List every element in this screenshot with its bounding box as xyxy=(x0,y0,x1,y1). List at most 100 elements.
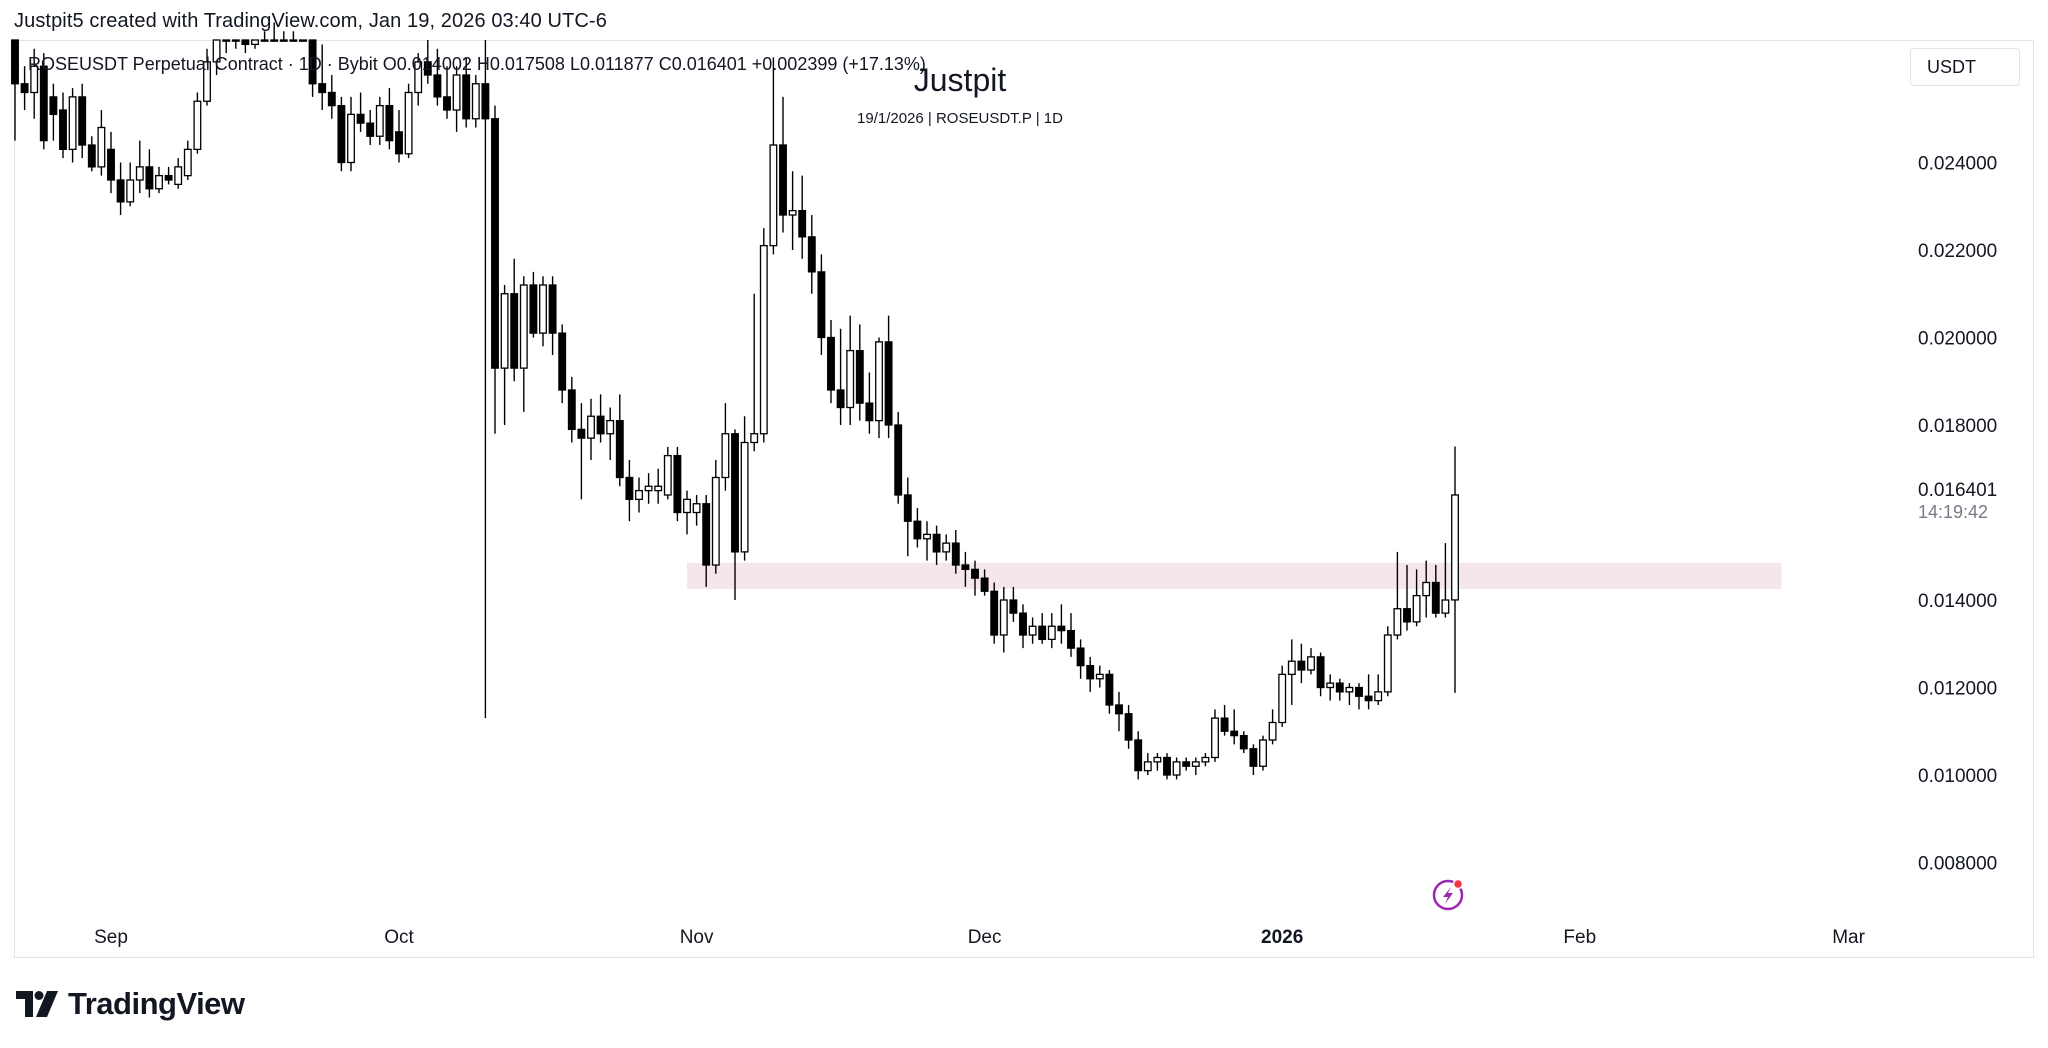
candle-body xyxy=(548,284,557,334)
candle-body xyxy=(1441,599,1450,614)
candle-body xyxy=(49,96,58,116)
candle xyxy=(923,521,931,561)
candle-body xyxy=(1393,608,1402,636)
candle-body xyxy=(884,341,893,426)
candle-body xyxy=(1451,494,1459,601)
candle xyxy=(135,140,144,194)
candle-body xyxy=(251,39,259,46)
candle xyxy=(731,429,739,600)
candle-body xyxy=(596,415,605,435)
candle-body xyxy=(923,533,931,540)
candle xyxy=(750,293,759,452)
candle xyxy=(1259,735,1267,771)
currency-selector[interactable]: USDT xyxy=(1910,48,2020,86)
candle-body xyxy=(577,428,586,439)
candle xyxy=(222,39,231,54)
candle xyxy=(395,110,403,163)
candle xyxy=(1153,753,1162,771)
candle-body xyxy=(539,284,547,334)
candle-body xyxy=(702,503,711,566)
time-axis[interactable]: Sep Oct Nov Dec 2026 Feb Mar xyxy=(94,927,1866,948)
candle-body xyxy=(481,83,490,120)
candle xyxy=(529,271,538,338)
price-tick-label: 0.022000 xyxy=(1918,241,1997,262)
candle xyxy=(1067,613,1075,657)
candle-body xyxy=(107,148,115,181)
candle xyxy=(481,40,490,719)
candle-body xyxy=(663,454,672,496)
candle xyxy=(903,477,912,557)
candle-body xyxy=(39,65,48,142)
candle-body xyxy=(1067,629,1075,649)
candle-body xyxy=(299,39,307,42)
candle xyxy=(673,446,682,522)
candle-body xyxy=(11,39,19,85)
candle-body xyxy=(1191,761,1200,767)
candle xyxy=(999,586,1008,653)
candle xyxy=(87,136,96,172)
candle-body xyxy=(827,336,835,391)
candle xyxy=(1201,753,1210,767)
candle-body xyxy=(942,542,951,553)
tradingview-logo[interactable]: TradingView xyxy=(16,984,245,1024)
candle-body xyxy=(1124,713,1133,741)
candle xyxy=(827,320,835,404)
candle-body xyxy=(1019,612,1027,636)
candle xyxy=(942,534,951,561)
candle-body xyxy=(1057,625,1066,632)
candle xyxy=(971,560,979,596)
candle xyxy=(1441,543,1450,618)
candle xyxy=(1297,643,1306,684)
candle-body xyxy=(750,433,759,444)
symbol-ohlc-legend[interactable]: ROSEUSDT Perpetual Contract · 1D · Bybit… xyxy=(28,54,926,74)
time-tick-label: Dec xyxy=(968,927,1002,948)
candle-body xyxy=(87,144,96,168)
created-by-header: Justpit5 created with TradingView.com, J… xyxy=(14,10,607,32)
candle xyxy=(865,372,874,434)
candle xyxy=(1249,744,1258,775)
candle xyxy=(1028,617,1037,644)
candles-group xyxy=(11,22,1459,780)
candle-body xyxy=(145,166,154,190)
candle xyxy=(1134,731,1143,780)
candle-body xyxy=(337,104,346,164)
candle xyxy=(711,460,720,574)
candle-body xyxy=(212,39,221,63)
candle-body xyxy=(375,104,384,137)
candle-body xyxy=(567,389,576,431)
candle-body xyxy=(692,503,701,514)
candle xyxy=(1143,753,1152,775)
candle xyxy=(1374,674,1383,705)
candle xyxy=(68,88,77,163)
candle-body xyxy=(759,244,768,435)
candle-body xyxy=(1047,625,1056,641)
candle xyxy=(951,530,960,574)
candle xyxy=(625,460,634,522)
candle-body xyxy=(1259,739,1267,767)
candle xyxy=(1393,551,1402,640)
candle xyxy=(779,96,787,233)
candle-body xyxy=(625,476,634,501)
candle-body xyxy=(1038,625,1047,641)
candle xyxy=(203,48,211,106)
candle xyxy=(11,39,19,141)
candle xyxy=(539,276,547,347)
candle xyxy=(1220,705,1229,736)
candle-body xyxy=(971,568,979,579)
price-tick-label: 0.012000 xyxy=(1918,679,1997,700)
candle-body xyxy=(1335,682,1344,693)
candle-body xyxy=(260,39,269,42)
price-tick-label: 0.008000 xyxy=(1918,854,1997,875)
candle xyxy=(270,22,279,42)
candle-body xyxy=(1134,739,1143,772)
watermark-title: Justpit xyxy=(913,62,1007,98)
price-axis[interactable]: 0.0260000.0240000.0220000.0200000.018000… xyxy=(1918,66,1997,875)
candle-body xyxy=(155,174,163,190)
candle xyxy=(500,285,509,425)
candle xyxy=(1105,670,1114,714)
brand-name: TradingView xyxy=(68,986,245,1021)
lightning-icon[interactable] xyxy=(1432,878,1464,911)
candle-body xyxy=(1412,594,1421,623)
candle xyxy=(769,57,778,255)
